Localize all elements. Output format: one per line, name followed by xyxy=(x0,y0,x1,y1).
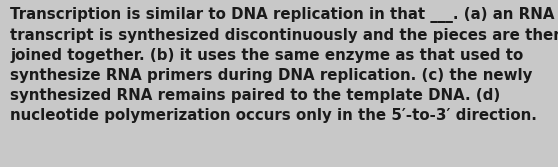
Text: Transcription is similar to DNA replication in that ___. (a) an RNA
transcript i: Transcription is similar to DNA replicat… xyxy=(10,7,558,123)
